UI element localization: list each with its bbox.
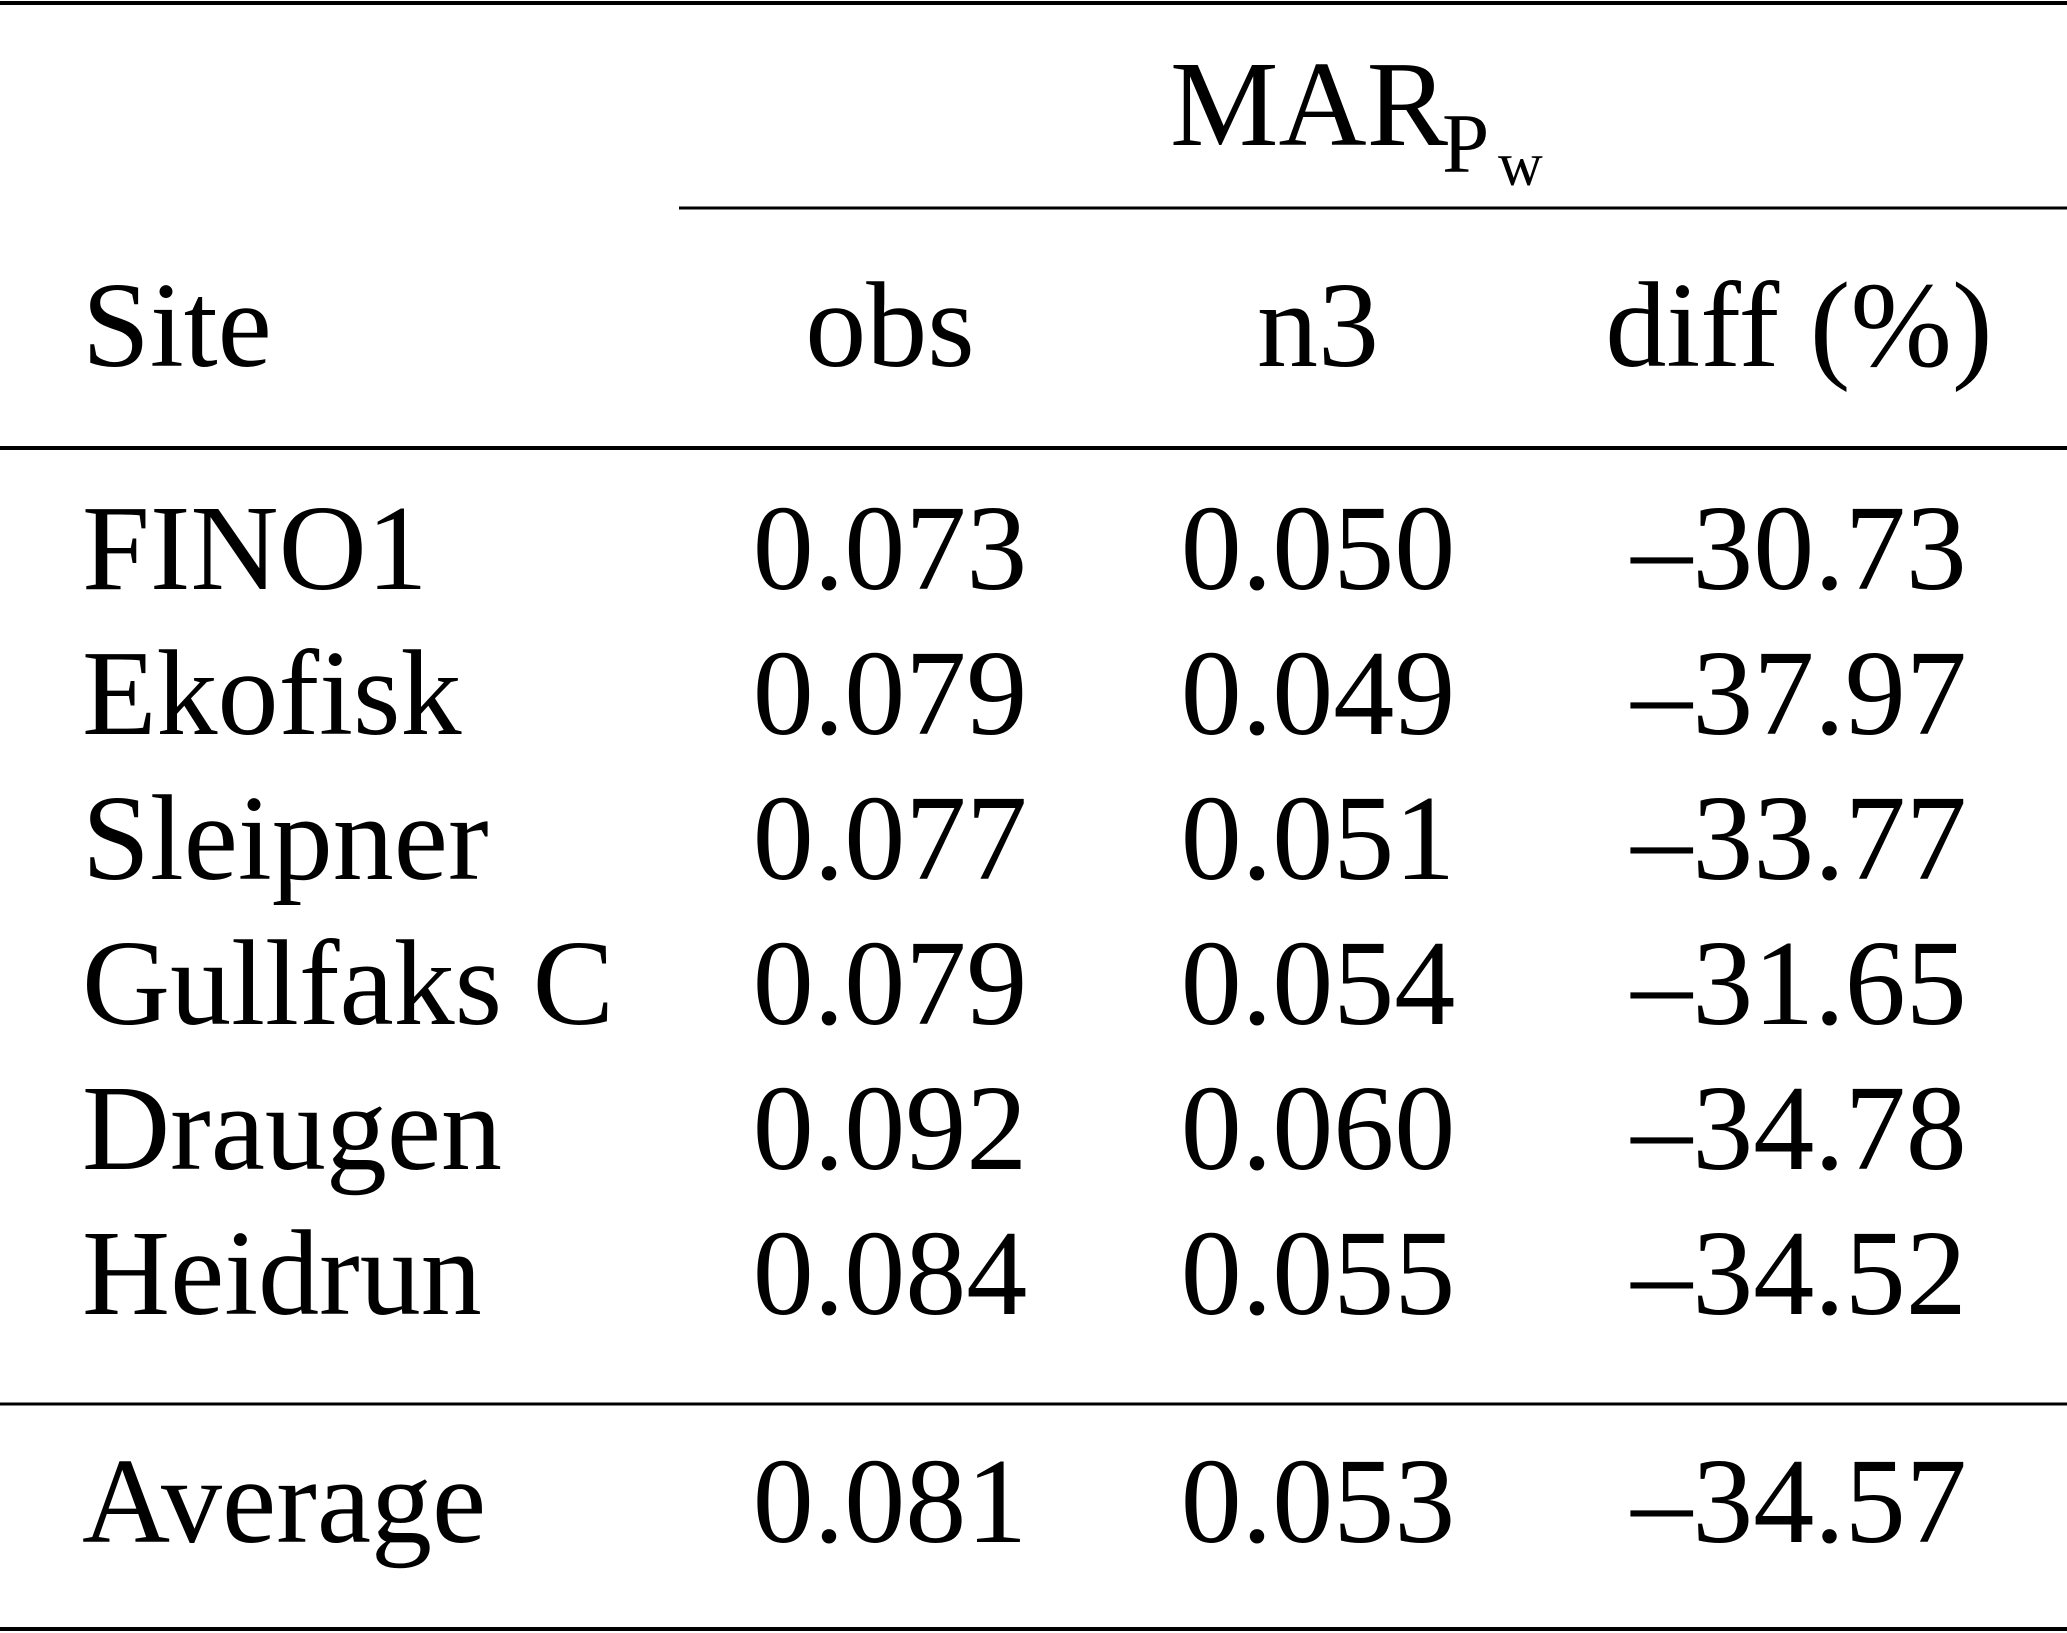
cell: 0.050	[1181, 481, 1456, 616]
cell: 0.084	[753, 1206, 1028, 1341]
cell: –37.97	[1630, 626, 1967, 761]
cell: 0.079	[753, 916, 1028, 1051]
cell: 0.092	[753, 1061, 1028, 1196]
cell: –34.52	[1630, 1206, 1967, 1341]
group-header-subsub: w	[1498, 131, 1543, 199]
column-header: diff (%)	[1605, 258, 1992, 393]
cell: 0.077	[753, 771, 1028, 906]
cell: –30.73	[1630, 481, 1967, 616]
cell: –34.78	[1630, 1061, 1967, 1196]
column-header: n3	[1257, 258, 1379, 393]
site-name: Heidrun	[82, 1206, 482, 1341]
group-header-sub: P	[1442, 97, 1489, 191]
summary-cell: 0.053	[1181, 1434, 1456, 1569]
column-header: obs	[805, 258, 974, 393]
summary-label: Average	[82, 1434, 486, 1569]
site-name: Gullfaks C	[82, 916, 614, 1051]
cell: –33.77	[1630, 771, 1967, 906]
site-name: FINO1	[82, 481, 428, 616]
cell: 0.079	[753, 626, 1028, 761]
cell: –31.65	[1630, 916, 1967, 1051]
column-header: Site	[82, 258, 272, 393]
cell: 0.054	[1181, 916, 1456, 1051]
cell: 0.060	[1181, 1061, 1456, 1196]
cell: 0.073	[753, 481, 1028, 616]
site-name: Draugen	[82, 1061, 502, 1196]
summary-cell: 0.081	[753, 1434, 1028, 1569]
site-name: Ekofisk	[82, 626, 462, 761]
cell: 0.051	[1181, 771, 1456, 906]
cell: 0.049	[1181, 626, 1456, 761]
site-name: Sleipner	[82, 771, 489, 906]
cell: 0.055	[1181, 1206, 1456, 1341]
summary-cell: –34.57	[1630, 1434, 1967, 1569]
group-header-main: MAR	[1170, 37, 1449, 172]
